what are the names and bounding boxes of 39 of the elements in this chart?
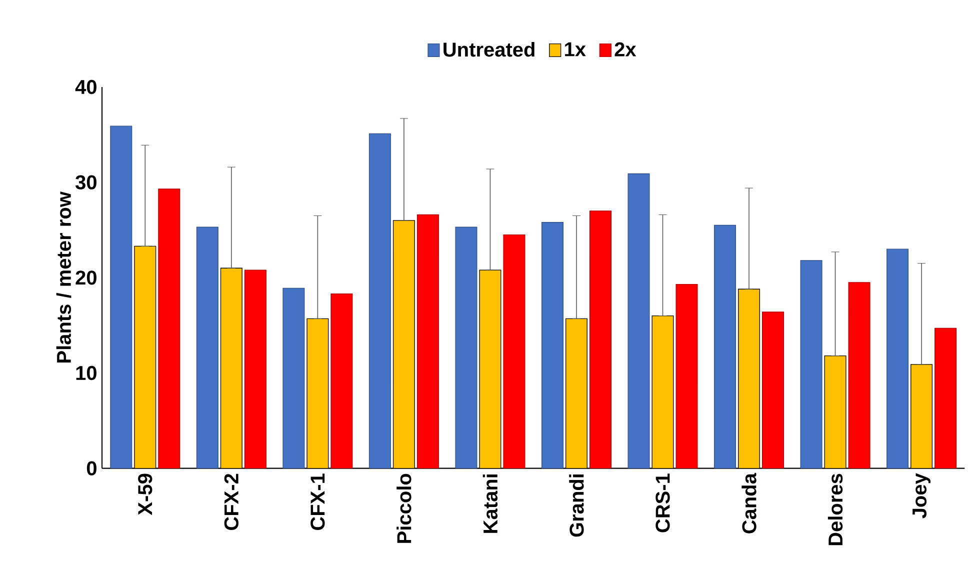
bar	[762, 312, 784, 468]
bar	[886, 248, 909, 468]
x-tick-label: CFX-2	[224, 474, 238, 530]
y-tick-label: 10	[76, 366, 96, 380]
bar	[282, 288, 305, 468]
bar	[110, 126, 132, 468]
y-tick-label: 30	[76, 175, 96, 190]
legend-label: 1x	[565, 42, 586, 56]
x-tick-label: CRS-1	[656, 474, 670, 532]
bar	[934, 328, 957, 468]
bar	[676, 284, 698, 468]
bar	[800, 260, 822, 468]
x-tick-label: Piccolo	[396, 474, 412, 543]
bar	[714, 224, 736, 468]
bar	[455, 226, 478, 468]
legend-label: 2x	[614, 42, 636, 56]
x-tick-label: Delores	[828, 474, 843, 546]
bar	[158, 188, 180, 468]
bar	[244, 270, 266, 468]
y-axis-title: Plants / meter row	[56, 192, 72, 362]
bar	[368, 133, 391, 468]
bar	[628, 173, 650, 468]
bar	[196, 226, 218, 468]
bar	[589, 210, 612, 468]
x-tick-label: Grandi	[569, 474, 584, 537]
x-tick-label: Katani	[482, 474, 498, 533]
bar	[330, 294, 353, 468]
x-tick-label: Joey	[912, 473, 930, 518]
x-tick-label: Canda	[742, 472, 756, 534]
y-tick-label: 0	[86, 461, 96, 476]
x-tick-label: CFX-1	[310, 474, 325, 530]
bar	[541, 222, 564, 468]
bar	[503, 234, 526, 468]
bar	[416, 214, 439, 468]
legend-label: Untreated	[444, 42, 534, 57]
y-tick-label: 40	[75, 80, 96, 94]
bar	[848, 282, 870, 468]
x-tick-label: X-59	[138, 474, 152, 516]
y-tick-label: 20	[76, 270, 96, 285]
